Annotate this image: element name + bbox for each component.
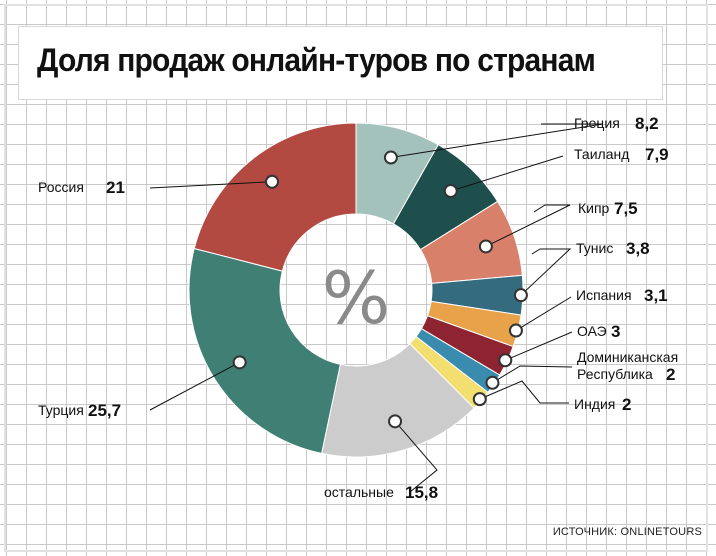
leader-lines [149,123,604,493]
slice-marker [265,174,280,189]
slice-value: 3,1 [644,286,668,305]
slice-label: Доминиканская Республика [577,349,678,382]
donut-slice [321,343,475,458]
slice-value: 25,7 [88,401,121,420]
slice-value: 3 [611,322,620,341]
slice-marker [388,414,403,429]
slice-label: Греция [574,115,620,131]
slice-value: 7,9 [645,145,669,164]
percent-symbol: % [322,256,390,340]
slice-value: 8,2 [635,114,659,133]
slice-label: Россия [38,179,84,195]
leader-line [149,361,240,411]
slice-value: 2 [666,365,675,384]
leader-line [390,123,604,159]
leader-line [492,365,573,384]
slice-value: 2 [622,395,631,414]
slice-value: 3,8 [626,239,650,258]
leader-line [394,420,438,493]
donut-slices [188,122,524,458]
slice-value: 7,5 [614,199,638,218]
leader-line [505,331,573,361]
source-note: ИСТОЧНИК: ONLINETOURS [552,526,702,538]
slice-label: ОАЭ [577,323,607,339]
slice-marker [513,288,528,303]
slice-label: Кипр [578,200,610,216]
slice-marker [383,150,398,165]
slice-label: Таиланд [574,146,629,162]
slice-marker [498,353,513,368]
slice-label: Тунис [576,240,613,256]
leader-line [149,181,273,189]
title-box: Доля продаж онлайн-туров по странам [18,26,663,100]
slice-marker [472,392,487,407]
leader-line [520,248,572,296]
leader-line [485,204,571,247]
chart-title: Доля продаж онлайн-туров по странам [37,43,596,79]
slice-marker [443,184,458,199]
slice-label: Турция [38,402,84,418]
donut-slice [193,122,357,272]
slice-value: 21 [106,178,125,197]
leader-line [479,380,569,404]
slice-marker [485,375,500,390]
slice-marker [478,239,493,254]
slice-label: Индия [574,396,615,412]
slice-label: остальные [324,484,394,500]
leader-line [450,155,564,192]
chart-frame [4,4,708,552]
slice-labels: Греция 8,2 Таиланд 7,9 Кипр 7,5 Тунис 3,8 Испани… [38,114,678,502]
slice-marker [232,355,247,370]
leader-line [515,296,572,331]
slice-value: 15,8 [405,483,438,502]
slice-marker [508,323,523,338]
donut-slice [188,247,341,455]
slice-label: Испания [576,287,632,303]
